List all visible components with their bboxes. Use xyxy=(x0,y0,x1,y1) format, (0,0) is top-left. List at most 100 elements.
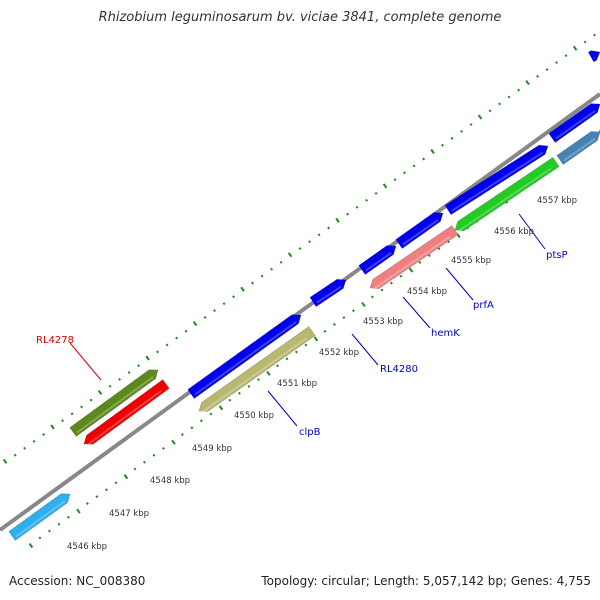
inner-tick xyxy=(38,536,42,540)
outer-tick xyxy=(517,88,521,92)
outer-tick xyxy=(184,329,188,333)
cds-feature[interactable] xyxy=(69,369,159,437)
outer-tick xyxy=(50,424,55,430)
inner-tick xyxy=(57,522,61,526)
cds-highlight xyxy=(316,285,342,304)
cds-feature[interactable] xyxy=(369,225,459,289)
outer-tick xyxy=(80,405,84,409)
gene-label[interactable]: ptsP xyxy=(546,250,568,261)
gene-label-leader xyxy=(351,333,379,366)
outer-tick xyxy=(232,295,236,299)
cds-feature[interactable] xyxy=(83,379,170,445)
scale-label: 4551 kbp xyxy=(277,379,317,389)
inner-tick xyxy=(142,460,146,464)
outer-tick xyxy=(165,343,169,347)
outer-tick xyxy=(308,240,312,244)
inner-tick xyxy=(342,316,346,320)
cds-feature[interactable] xyxy=(309,278,347,308)
outer-tick xyxy=(545,68,549,71)
outer-tick xyxy=(374,191,378,195)
outer-tick xyxy=(498,102,502,106)
inner-tick xyxy=(218,405,224,411)
outer-tick xyxy=(287,252,293,258)
gene-label[interactable]: clpB xyxy=(299,427,321,438)
inner-tick xyxy=(370,295,374,299)
outer-tick xyxy=(192,321,198,327)
outer-tick xyxy=(70,412,74,416)
outer-tick xyxy=(61,419,65,423)
outer-tick xyxy=(42,433,46,436)
outer-tick xyxy=(118,377,122,381)
inner-tick xyxy=(399,274,403,278)
scale-label: 4553 kbp xyxy=(363,317,403,327)
inner-tick xyxy=(85,502,89,505)
outer-tick xyxy=(260,274,264,278)
cds-highlight xyxy=(202,337,308,413)
outer-tick xyxy=(477,114,483,120)
feature-track xyxy=(8,50,600,541)
outer-tick xyxy=(137,364,141,368)
outer-tick xyxy=(346,212,350,216)
scale-labels: 4546 kbp 4547 kbp 4548 kbp 4549 kbp 4550 kbp… xyxy=(67,196,577,552)
inner-tick xyxy=(380,288,384,292)
scale-label: 4550 kbp xyxy=(234,411,274,421)
cds-feature[interactable] xyxy=(358,245,397,275)
gene-label[interactable]: prfA xyxy=(473,300,494,311)
scale-label: 4554 kbp xyxy=(407,287,447,297)
outer-tick xyxy=(555,61,559,65)
outer-tick xyxy=(572,45,578,51)
inner-tick xyxy=(180,433,184,437)
inner-tick xyxy=(332,322,336,326)
outer-tick xyxy=(593,33,597,37)
inner-tick xyxy=(190,426,194,430)
outer-tick xyxy=(335,217,340,223)
gene-label[interactable]: hemK xyxy=(431,328,460,339)
cds-feature[interactable] xyxy=(556,131,600,165)
outer-tick xyxy=(108,384,112,388)
cds-highlight xyxy=(402,219,439,246)
cds-highlight xyxy=(563,137,596,162)
gene-labels: RL4278 clpB RL4280 hemK prfA ptsP xyxy=(36,213,568,438)
cds-feature[interactable] xyxy=(454,156,560,232)
scale-label: 4549 kbp xyxy=(192,444,232,454)
genome-backbone xyxy=(0,92,600,532)
gene-label-leader xyxy=(518,213,546,250)
outer-tick xyxy=(2,458,8,464)
outer-tick xyxy=(450,136,454,140)
outer-tick xyxy=(393,178,397,182)
inner-tick xyxy=(95,495,99,499)
scale-label: 4546 kbp xyxy=(67,542,107,552)
outer-tick xyxy=(13,453,17,457)
outer-tick xyxy=(222,302,226,306)
cds-highlight xyxy=(194,321,297,396)
outer-tick xyxy=(564,54,568,58)
gene-label-leader xyxy=(402,296,431,329)
outer-tick xyxy=(327,226,331,230)
gene-label[interactable]: RL4278 xyxy=(36,335,74,346)
cds-highlight xyxy=(458,167,552,232)
inner-tick xyxy=(76,508,81,514)
accession-text: Accession: NC_008380 xyxy=(9,574,146,588)
inner-tick xyxy=(351,309,355,313)
inner-tick xyxy=(123,474,129,480)
cds-feature[interactable] xyxy=(587,50,600,63)
outer-tick xyxy=(127,371,131,374)
outer-tick xyxy=(488,109,492,113)
inner-tick xyxy=(294,350,298,354)
cds-feature[interactable] xyxy=(187,314,302,399)
inner-tick xyxy=(237,391,241,395)
scale-label: 4555 kbp xyxy=(451,256,491,266)
genome-stats-text: Topology: circular; Length: 5,057,142 bp… xyxy=(261,574,591,588)
cds-feature[interactable] xyxy=(444,144,549,216)
cds-feature[interactable] xyxy=(395,212,444,249)
cds-feature[interactable] xyxy=(548,103,600,143)
gene-label[interactable]: RL4280 xyxy=(380,364,418,375)
outer-tick xyxy=(203,315,207,319)
cds-feature[interactable] xyxy=(8,493,71,541)
inner-tick xyxy=(247,384,251,388)
cds-feature[interactable] xyxy=(198,326,316,412)
inner-tick xyxy=(323,329,327,333)
outer-tick xyxy=(175,336,179,340)
outer-tick xyxy=(382,183,388,189)
